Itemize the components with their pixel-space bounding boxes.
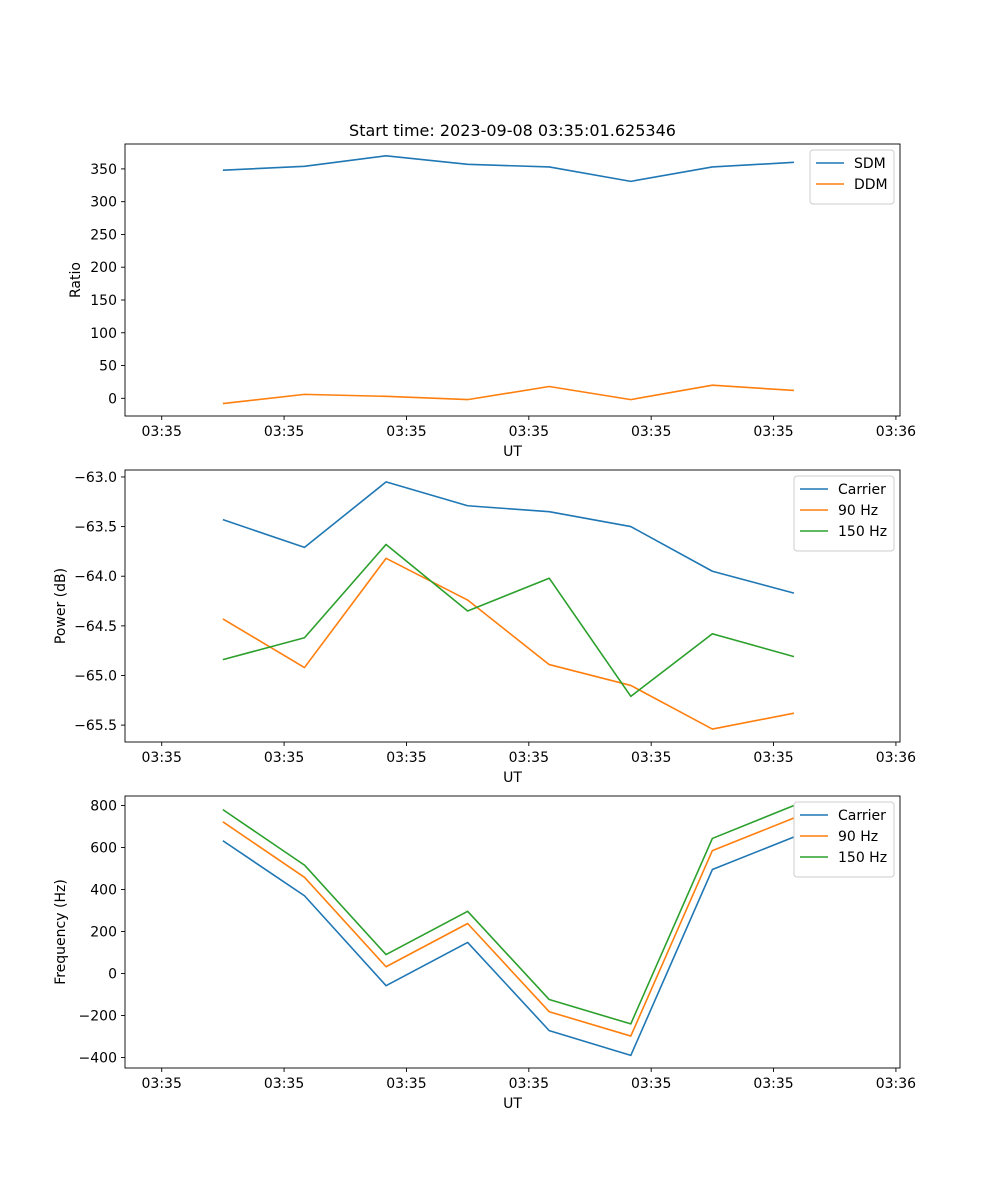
y-tick-label: 400 xyxy=(90,882,117,898)
x-tick-label: 03:35 xyxy=(142,424,182,440)
y-tick-label: −63.5 xyxy=(74,520,117,536)
subplot-1: 03:35 03:35 03:35 03:35 03:35 03:35 03:36 UT 0 50… xyxy=(68,143,916,460)
axes-frame xyxy=(124,469,901,743)
x-tick-label: 03:35 xyxy=(631,424,671,440)
y-tick-label: 200 xyxy=(90,924,117,940)
x-tick-label: 03:36 xyxy=(876,750,916,766)
x-tick-label: 03:35 xyxy=(753,1076,793,1092)
y-tick-label: 250 xyxy=(90,227,117,243)
y-tick-label: 0 xyxy=(108,391,117,407)
x-tick-label: 03:35 xyxy=(509,1076,549,1092)
legend-label: 150 Hz xyxy=(838,850,887,866)
series-line-150-hz xyxy=(222,543,795,698)
y-tick-label: −63.0 xyxy=(74,470,117,486)
legend-label: SDM xyxy=(854,156,886,172)
legend-box xyxy=(793,475,895,552)
y-tick-label: −65.5 xyxy=(74,718,117,734)
legend: Carrier 90 Hz 150 Hz xyxy=(793,475,895,552)
x-tick-label: 03:35 xyxy=(142,1076,182,1092)
y-tick-label: −200 xyxy=(79,1008,117,1024)
x-tick-label: 03:35 xyxy=(386,750,426,766)
x-tick-label: 03:35 xyxy=(631,1076,671,1092)
legend-box xyxy=(793,801,895,878)
y-axis-label: Power (dB) xyxy=(53,568,69,644)
x-tick-label: 03:35 xyxy=(264,750,304,766)
legend-label: Carrier xyxy=(838,808,886,824)
x-tick-label: 03:35 xyxy=(753,424,793,440)
x-tick-label: 03:35 xyxy=(386,1076,426,1092)
x-tick-label: 03:36 xyxy=(876,424,916,440)
axes-frame xyxy=(124,143,901,417)
x-tick-label: 03:35 xyxy=(386,424,426,440)
legend: SDM DDM xyxy=(809,149,895,205)
series-line-carrier xyxy=(222,836,795,1057)
series-line-carrier xyxy=(222,481,795,594)
axes-frame xyxy=(124,795,901,1069)
legend-label: 90 Hz xyxy=(838,503,878,519)
y-tick-label: −64.5 xyxy=(74,619,117,635)
x-tick-label: 03:35 xyxy=(142,750,182,766)
series-line-ddm xyxy=(222,384,795,405)
x-tick-label: 03:35 xyxy=(753,750,793,766)
y-tick-label: 350 xyxy=(90,162,117,178)
y-tick-label: 600 xyxy=(90,840,117,856)
y-tick-label: 0 xyxy=(108,966,117,982)
x-tick-label: 03:35 xyxy=(509,750,549,766)
legend-label: Carrier xyxy=(838,482,886,498)
x-tick-label: 03:35 xyxy=(631,750,671,766)
y-tick-label: 200 xyxy=(90,260,117,276)
x-axis-label: UT xyxy=(503,1096,522,1112)
x-tick-label: 03:35 xyxy=(509,424,549,440)
y-tick-label: −65.0 xyxy=(74,668,117,684)
x-tick-label: 03:35 xyxy=(264,1076,304,1092)
subplot-3: 03:35 03:35 03:35 03:35 03:35 03:35 03:36 UT −40… xyxy=(53,795,916,1112)
y-tick-label: −64.0 xyxy=(74,569,117,585)
series-line-sdm xyxy=(222,155,794,183)
x-axis-label: UT xyxy=(503,444,522,460)
y-tick-label: 50 xyxy=(99,359,117,375)
y-tick-label: 100 xyxy=(90,326,117,342)
series-line-150-hz xyxy=(222,804,795,1025)
legend: Carrier 90 Hz 150 Hz xyxy=(793,801,895,878)
legend-label: 150 Hz xyxy=(838,524,887,540)
y-axis-label: Frequency (Hz) xyxy=(53,879,69,985)
y-tick-label: 150 xyxy=(90,293,117,309)
series-line-90-hz xyxy=(222,557,795,730)
x-tick-label: 03:36 xyxy=(876,1076,916,1092)
y-tick-label: −400 xyxy=(79,1050,117,1066)
series-line-90-hz xyxy=(222,817,795,1037)
legend-label: DDM xyxy=(854,177,888,193)
y-axis-label: Ratio xyxy=(68,262,84,298)
x-tick-label: 03:35 xyxy=(264,424,304,440)
subplot-2: 03:35 03:35 03:35 03:35 03:35 03:35 03:36 UT −65… xyxy=(53,469,916,786)
x-axis-label: UT xyxy=(503,770,522,786)
chart-title: Start time: 2023-09-08 03:35:01.625346 xyxy=(349,121,676,140)
legend-label: 90 Hz xyxy=(838,829,878,845)
y-tick-label: 800 xyxy=(90,798,117,814)
y-tick-label: 300 xyxy=(90,195,117,211)
